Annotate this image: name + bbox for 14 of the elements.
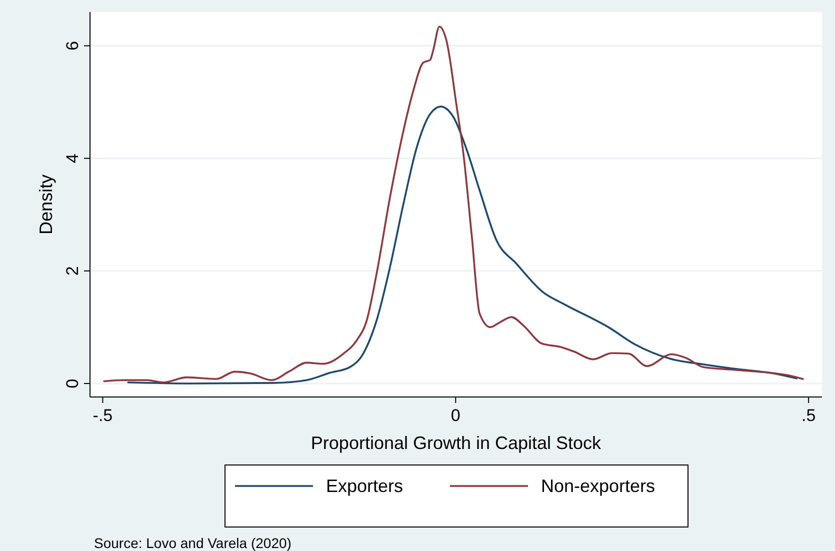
x-tick-label: 0 (450, 406, 460, 425)
y-tick-label: 2 (63, 266, 82, 276)
line-series (127, 106, 798, 384)
source-note: Source: Lovo and Varela (2020) (94, 535, 292, 551)
x-axis-title: Proportional Growth in Capital Stock (310, 433, 602, 453)
y-axis-title: Density (36, 174, 56, 235)
x-tick-label: .5 (801, 406, 816, 425)
legend-label: Non-exporters (541, 476, 656, 496)
legend-label: Exporters (326, 476, 404, 496)
y-tick-label: 6 (63, 41, 82, 51)
y-tick-label: 0 (63, 378, 82, 388)
line-series (103, 26, 804, 384)
y-tick-label: 4 (63, 154, 82, 164)
x-tick-label: -.5 (92, 406, 113, 425)
